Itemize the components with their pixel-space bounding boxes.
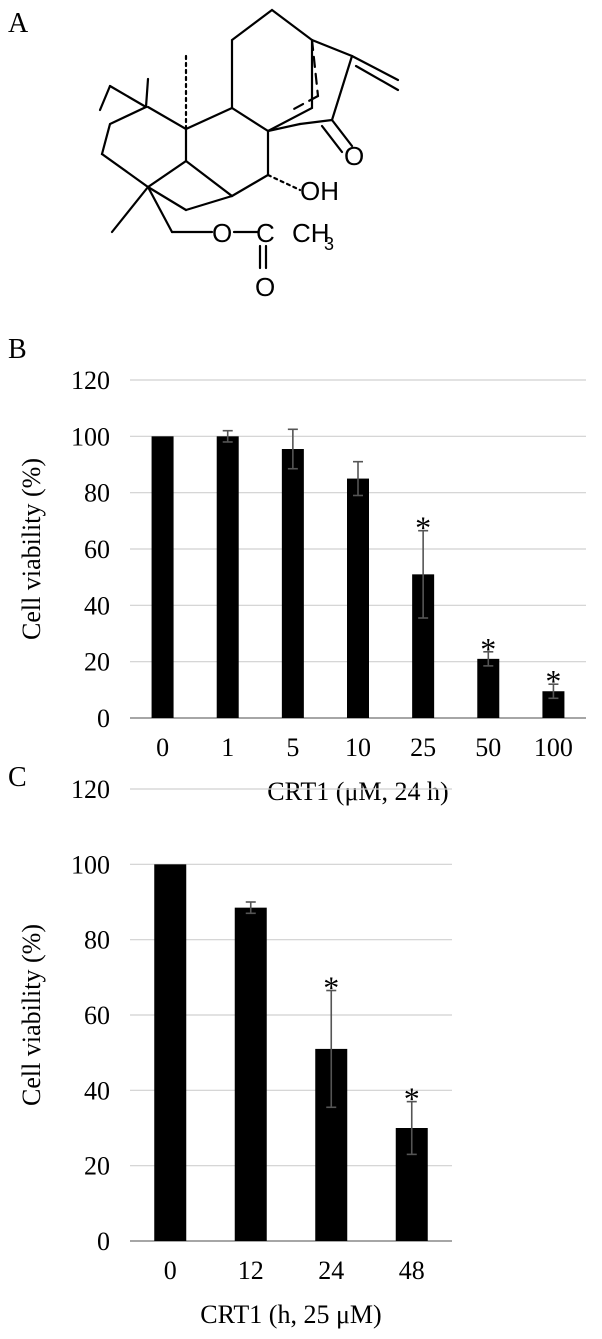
- ester-c: C: [256, 218, 275, 248]
- carbonyl-o: O: [255, 272, 275, 302]
- y-tick-label: 80: [84, 479, 110, 508]
- x-axis-title: CRT1 (μM, 24 h): [267, 777, 448, 806]
- y-tick-label: 0: [97, 704, 110, 733]
- x-tick-label: 0: [164, 1256, 177, 1285]
- y-tick-label: 120: [71, 366, 110, 395]
- y-tick-label: 100: [71, 850, 110, 879]
- bar: [234, 907, 267, 1241]
- y-tick-label: 60: [84, 1001, 110, 1030]
- panel-label-c: C: [8, 762, 27, 793]
- significance-marker: *: [545, 663, 561, 699]
- x-tick-label: 5: [286, 733, 299, 762]
- ring-c: [230, 8, 314, 133]
- significance-marker: *: [480, 631, 496, 667]
- x-axis-title: CRT1 (h, 25 μM): [200, 1300, 381, 1329]
- x-tick-label: 50: [475, 733, 501, 762]
- x-tick-label: 1: [221, 733, 234, 762]
- y-tick-label: 40: [84, 1076, 110, 1105]
- ketone-o: O: [344, 141, 364, 171]
- y-tick-label: 0: [97, 1227, 110, 1256]
- y-tick-label: 20: [84, 648, 110, 677]
- y-axis-title: Cell viability (%): [17, 458, 46, 640]
- x-tick-label: 0: [156, 733, 169, 762]
- ring-a: [100, 77, 188, 189]
- y-tick-label: 80: [84, 926, 110, 955]
- significance-marker: *: [323, 970, 339, 1006]
- hydroxyl-label: OH: [300, 176, 339, 206]
- bar: [151, 436, 174, 718]
- y-axis-title: Cell viability (%): [17, 924, 46, 1106]
- bar: [154, 864, 187, 1241]
- y-tick-label: 100: [71, 422, 110, 451]
- ester-o: O: [212, 218, 232, 248]
- bar: [477, 658, 500, 718]
- bar: [542, 691, 565, 718]
- x-tick-label: 12: [238, 1256, 264, 1285]
- bar: [347, 478, 369, 718]
- significance-marker: *: [415, 510, 431, 546]
- x-tick-label: 100: [534, 733, 573, 762]
- chemical-structure: O OH O C CH 3 O: [98, 8, 400, 302]
- methyl-ch: CH: [292, 218, 330, 248]
- y-tick-label: 60: [84, 535, 110, 564]
- significance-marker: *: [404, 1081, 420, 1117]
- methyl-subscript: 3: [324, 234, 334, 254]
- bar: [281, 449, 304, 718]
- y-tick-label: 20: [84, 1152, 110, 1181]
- x-tick-label: 10: [345, 733, 371, 762]
- panel-label-b: B: [8, 334, 27, 365]
- bar: [412, 574, 435, 718]
- y-tick-label: 120: [71, 775, 110, 804]
- panel-label-a: A: [8, 8, 29, 39]
- ring-b: [184, 106, 270, 198]
- bar: [216, 436, 239, 718]
- y-tick-label: 40: [84, 591, 110, 620]
- x-tick-label: 48: [399, 1256, 425, 1285]
- x-tick-label: 25: [410, 733, 436, 762]
- x-tick-label: 24: [318, 1256, 344, 1285]
